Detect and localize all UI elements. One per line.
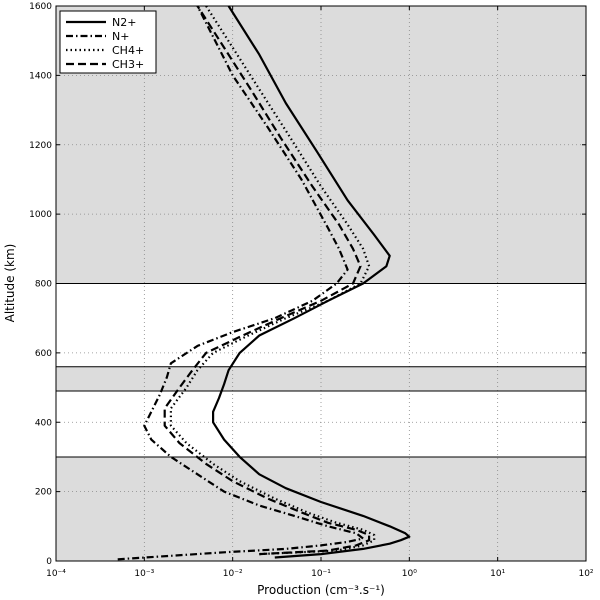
legend-label: N+	[112, 30, 129, 43]
legend-label: CH4+	[112, 44, 144, 57]
axis-ticks	[55, 5, 587, 562]
series-line-n2	[212, 5, 411, 559]
y-tick-label: 1200	[29, 141, 52, 151]
legend-label: CH3+	[112, 58, 144, 71]
y-tick-label: 200	[35, 488, 52, 498]
x-tick-label: 10⁻³	[134, 569, 154, 579]
x-tick-label: 10⁻²	[223, 569, 243, 579]
y-tick-label: 600	[35, 349, 52, 359]
x-tick-labels: 10⁻⁴ 10⁻³ 10⁻² 10⁻¹ 10⁰ 10¹ 10²	[46, 569, 594, 579]
x-tick-label: 10⁻¹	[311, 569, 331, 579]
x-tick-label: 10⁻⁴	[46, 569, 66, 579]
y-tick-label: 800	[35, 280, 52, 290]
series-line-ch3	[163, 5, 371, 556]
legend: N2+N+CH4+CH3+	[59, 10, 157, 74]
y-axis-label: Altitude (km)	[3, 244, 17, 323]
y-tick-label: 400	[35, 418, 52, 428]
x-axis-label: Production (cm⁻³.s⁻¹)	[257, 583, 385, 597]
series-line-n	[117, 5, 365, 561]
y-tick-label: 1400	[29, 71, 52, 81]
legend-label: N2+	[112, 16, 136, 29]
band-boundary-lines	[56, 283, 586, 458]
x-tick-label: 10⁰	[402, 569, 417, 579]
y-tick-label: 1600	[29, 2, 52, 12]
y-tick-label: 0	[46, 557, 52, 567]
y-tick-labels: 0 200 400 600 800 1000 1200 1400 1600	[29, 2, 52, 567]
y-tick-label: 1000	[29, 210, 52, 220]
series-lines	[117, 5, 411, 561]
x-tick-label: 10¹	[490, 569, 505, 579]
x-tick-label: 10²	[578, 569, 593, 579]
